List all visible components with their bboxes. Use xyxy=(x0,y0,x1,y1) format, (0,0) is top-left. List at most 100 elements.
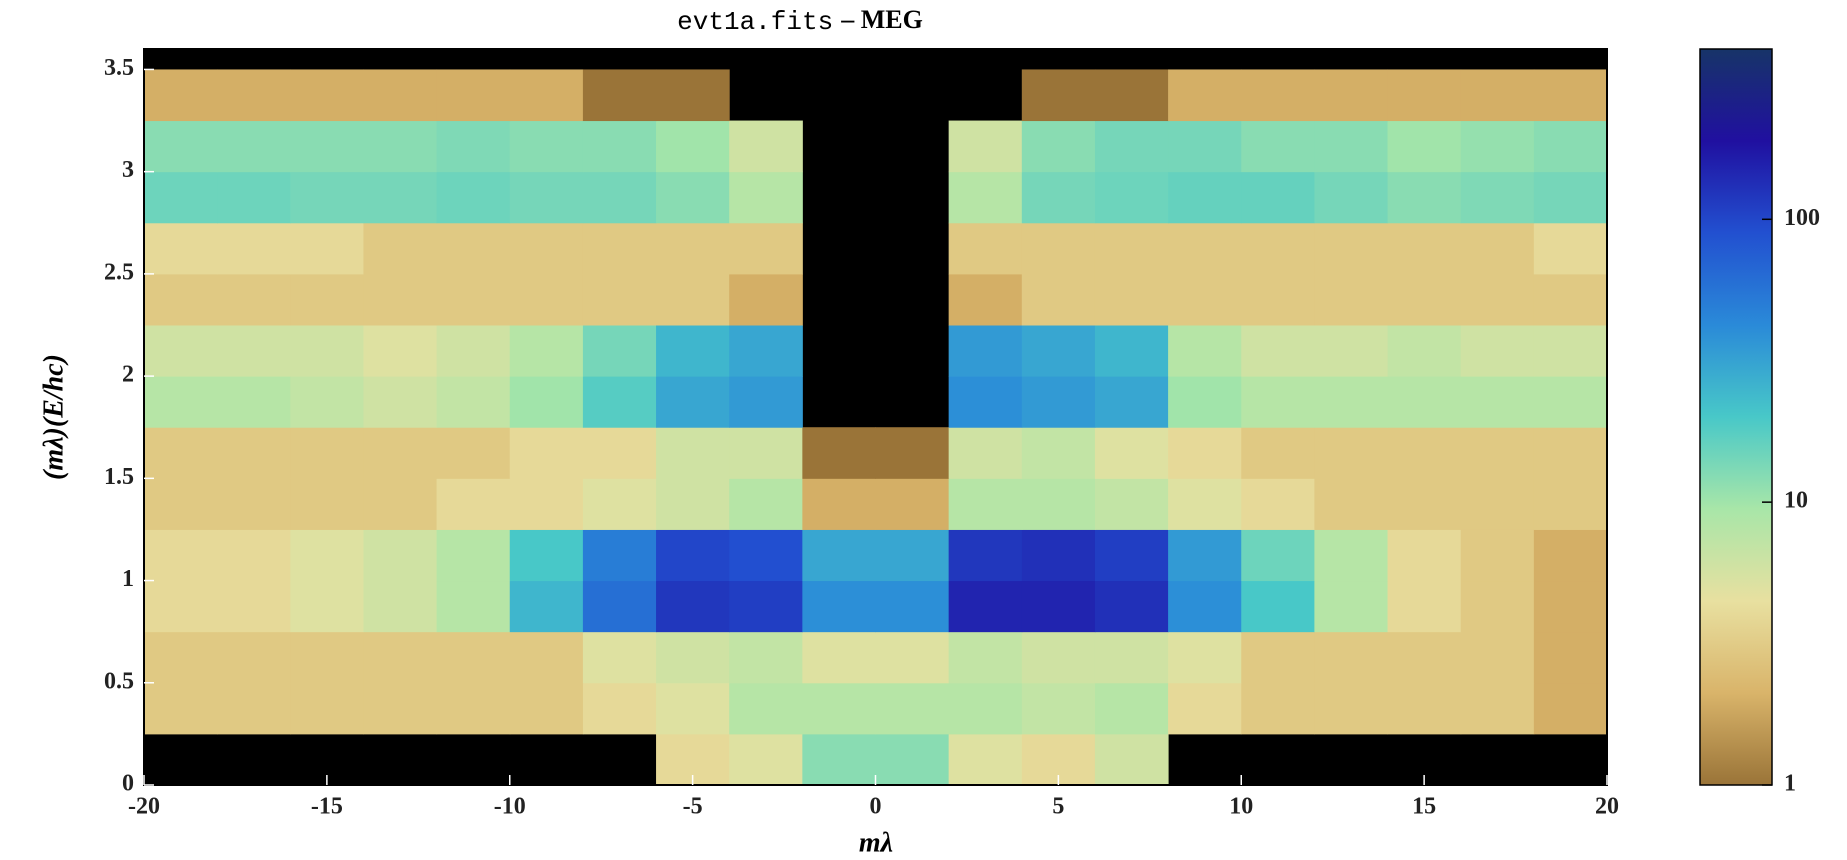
heatmap-cell xyxy=(1094,69,1169,122)
y-tick-label: 2.5 xyxy=(104,259,134,285)
heatmap-cell xyxy=(1094,427,1169,479)
heatmap-cell xyxy=(1533,529,1608,582)
heatmap-cell xyxy=(656,529,730,582)
heatmap-cell xyxy=(1533,273,1608,326)
x-tick-label: 5 xyxy=(1052,794,1064,820)
heatmap-cell xyxy=(1533,631,1608,684)
heatmap-cell xyxy=(1460,222,1535,275)
heatmap-cell xyxy=(1387,273,1462,326)
heatmap-cell xyxy=(729,733,803,786)
heatmap-cell xyxy=(1094,631,1169,684)
heatmap-cell xyxy=(509,325,584,377)
heatmap-cell xyxy=(1021,171,1096,224)
heatmap-cell xyxy=(436,273,511,326)
heatmap-cell xyxy=(1094,529,1169,582)
heatmap-cell xyxy=(144,427,218,479)
heatmap-cell xyxy=(729,376,803,428)
heatmap-cell xyxy=(1094,682,1169,735)
heatmap-cell xyxy=(1094,120,1169,173)
heatmap-cell xyxy=(1387,325,1462,377)
heatmap-cell xyxy=(1021,529,1096,582)
heatmap-cell xyxy=(656,580,730,633)
heatmap-cell xyxy=(1387,376,1462,428)
heatmap-cell xyxy=(1241,120,1315,173)
heatmap-cell xyxy=(1168,273,1242,326)
heatmap-cell xyxy=(582,273,657,326)
heatmap-cell xyxy=(509,529,584,582)
heatmap-cell xyxy=(1460,69,1535,122)
heatmap-cell xyxy=(1314,69,1389,122)
x-tick-label: 20 xyxy=(1595,794,1619,820)
heatmap-cell xyxy=(1533,580,1608,633)
heatmap-cell xyxy=(436,222,511,275)
heatmap-cell xyxy=(363,580,438,633)
heatmap-cell xyxy=(1533,682,1608,735)
heatmap-cell xyxy=(729,427,803,479)
heatmap-cell xyxy=(875,631,950,684)
heatmap-cell xyxy=(656,631,730,684)
heatmap-cell xyxy=(1314,580,1389,633)
y-tick-label: 0.5 xyxy=(104,668,134,694)
heatmap-cell xyxy=(1460,427,1535,479)
heatmap-cell xyxy=(948,631,1023,684)
chart-title: evt1a.fits – MEG xyxy=(677,5,923,37)
heatmap-cell xyxy=(1168,69,1242,122)
heatmap-cell xyxy=(1241,325,1315,377)
heatmap-cell xyxy=(1094,273,1169,326)
heatmap-cell xyxy=(1533,427,1608,479)
heatmap-cell xyxy=(656,120,730,173)
heatmap-cell xyxy=(1314,120,1389,173)
heatmap-cell xyxy=(290,325,364,377)
heatmap-cell xyxy=(144,529,218,582)
heatmap-cell xyxy=(1387,69,1462,122)
heatmap-cell xyxy=(1387,120,1462,173)
heatmap-cell xyxy=(217,580,291,633)
heatmap-cell xyxy=(1460,171,1535,224)
heatmap-cell xyxy=(509,120,584,173)
heatmap-cell xyxy=(582,69,657,122)
heatmap-cell xyxy=(1168,580,1242,633)
heatmap-cell xyxy=(1168,376,1242,428)
heatmap-cell xyxy=(582,376,657,428)
heatmap-cell xyxy=(1533,325,1608,377)
heatmap-cell xyxy=(948,529,1023,582)
heatmap-cell xyxy=(656,171,730,224)
heatmap-cell xyxy=(363,427,438,479)
heatmap-cell xyxy=(1094,580,1169,633)
heatmap-cell xyxy=(875,733,950,786)
heatmap-cell xyxy=(217,376,291,428)
heatmap-cell xyxy=(656,222,730,275)
heatmap-cell xyxy=(1387,222,1462,275)
heatmap-cell xyxy=(1460,478,1535,530)
heatmap-cell xyxy=(1094,325,1169,377)
heatmap-cell xyxy=(217,478,291,530)
heatmap-cell xyxy=(217,273,291,326)
heatmap-cell xyxy=(875,427,950,479)
heatmap-cell xyxy=(290,478,364,530)
heatmap-cell xyxy=(1094,171,1169,224)
heatmap-cell xyxy=(1094,478,1169,530)
heatmap-cell xyxy=(363,222,438,275)
heatmap-cell xyxy=(1168,427,1242,479)
heatmap-cell xyxy=(1314,376,1389,428)
heatmap-cell xyxy=(1241,427,1315,479)
heatmap-cell xyxy=(1460,631,1535,684)
heatmap-cell xyxy=(582,325,657,377)
heatmap-cell xyxy=(1168,478,1242,530)
x-axis-label: mλ xyxy=(859,827,893,858)
heatmap-cell xyxy=(1241,171,1315,224)
heatmap-cell xyxy=(1314,222,1389,275)
heatmap-cell xyxy=(1241,529,1315,582)
heatmap-cell xyxy=(217,325,291,377)
heatmap-cell xyxy=(1314,273,1389,326)
heatmap-cell xyxy=(1314,478,1389,530)
heatmap-cell xyxy=(1021,325,1096,377)
x-tick-label: -15 xyxy=(311,794,343,820)
heatmap-cell xyxy=(436,120,511,173)
heatmap-cell xyxy=(1241,631,1315,684)
heatmap-cell xyxy=(802,529,876,582)
heatmap-cell xyxy=(875,580,950,633)
heatmap-cell xyxy=(509,580,584,633)
heatmap-cell xyxy=(1021,682,1096,735)
heatmap-cell xyxy=(948,682,1023,735)
